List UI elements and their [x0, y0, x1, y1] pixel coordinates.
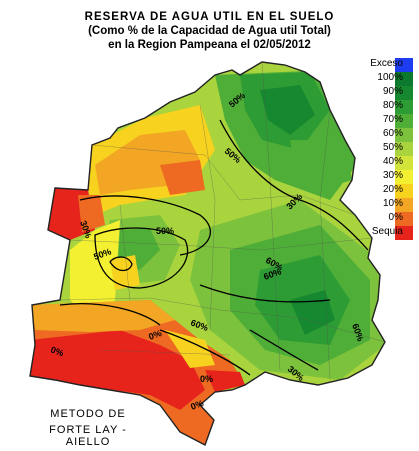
legend-label: 30% [382, 170, 403, 181]
legend-label: 60% [382, 128, 403, 139]
legend-label: 70% [382, 114, 403, 125]
legend-label: 50% [382, 142, 403, 153]
legend-label: 10% [382, 198, 403, 209]
legend-label: 0% [388, 212, 403, 223]
contour-label: 0% [189, 398, 205, 412]
contour-label: 0% [147, 328, 163, 342]
legend-swatch [395, 156, 413, 170]
legend-label: Sequia [371, 226, 403, 237]
contour-label: 0% [49, 344, 65, 358]
legend-swatch [395, 128, 413, 142]
legend-swatch [395, 72, 413, 86]
legend-swatch [395, 142, 413, 156]
isolines [59, 119, 369, 376]
legend-swatch [395, 184, 413, 198]
legend-swatch [395, 212, 413, 226]
region-border [29, 61, 386, 446]
map-date: en la Region Pampeana el 02/05/2012 [108, 39, 311, 51]
legend-swatch [395, 100, 413, 114]
contour-label: 0% [200, 374, 213, 384]
contour-label: 50% [156, 226, 174, 236]
legend-swatch [395, 58, 413, 72]
legend-swatch [395, 226, 413, 240]
legend-swatch [395, 86, 413, 100]
method-line-1: METODO DE [50, 408, 126, 420]
legend-label: Exceso [370, 58, 403, 69]
legend-swatch [395, 114, 413, 128]
map-subtitle: (Como % de la Capacidad de Agua util Tot… [88, 25, 331, 37]
department-boundaries [59, 62, 385, 381]
legend-label: 40% [382, 156, 403, 167]
legend-label: 100% [377, 72, 403, 83]
legend-label: 90% [382, 86, 403, 97]
legend-label: 80% [382, 100, 403, 111]
legend-label: 20% [382, 184, 403, 195]
map-title: RESERVA DE AGUA UTIL EN EL SUELO [84, 11, 335, 23]
legend-swatch [395, 170, 413, 184]
method-line-2: FORTE LAY - AIELLO [49, 424, 127, 448]
legend-swatch [395, 198, 413, 212]
